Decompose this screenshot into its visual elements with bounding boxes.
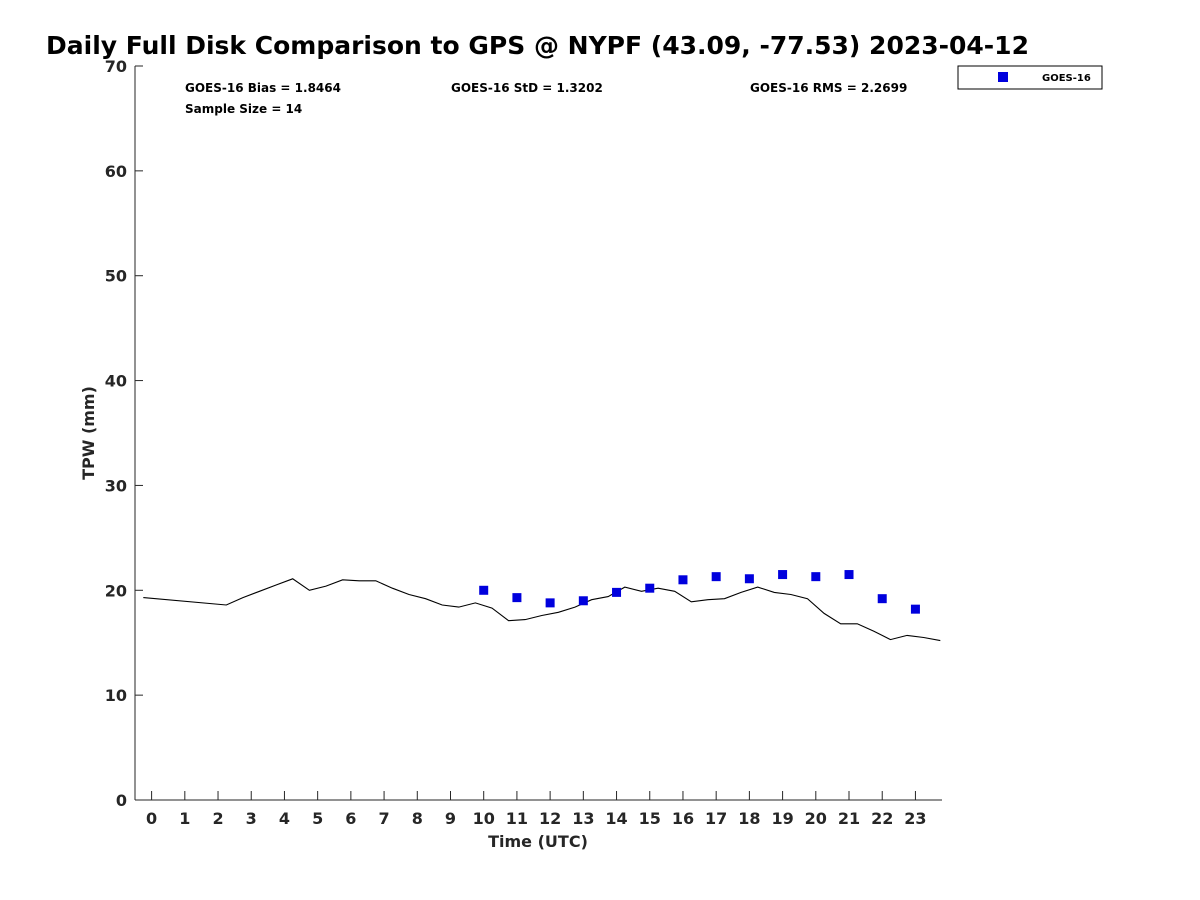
x-tick-label: 10 — [473, 809, 495, 828]
chart-title: Daily Full Disk Comparison to GPS @ NYPF… — [46, 31, 1029, 60]
x-tick-label: 9 — [445, 809, 456, 828]
y-tick-label: 0 — [116, 791, 127, 810]
goes16-point — [512, 593, 522, 603]
legend: GOES-16 — [957, 65, 1103, 90]
goes16-points-layer — [479, 570, 920, 614]
x-tick-label: 20 — [805, 809, 827, 828]
x-tick-label: 13 — [572, 809, 594, 828]
y-tick-label: 70 — [105, 57, 127, 76]
goes16-point — [645, 583, 655, 593]
x-tick-label: 11 — [506, 809, 528, 828]
y-tick-label: 10 — [105, 686, 127, 705]
x-tick-label: 12 — [539, 809, 561, 828]
x-tick-label: 19 — [771, 809, 793, 828]
stat-sample-size: Sample Size = 14 — [185, 102, 302, 116]
x-tick-label: 14 — [605, 809, 627, 828]
x-tick-label: 21 — [838, 809, 860, 828]
goes16-point — [811, 572, 821, 582]
y-tick-label: 30 — [105, 476, 127, 495]
goes16-point — [612, 587, 622, 597]
legend-box — [957, 65, 1103, 90]
x-tick-label: 8 — [412, 809, 423, 828]
x-tick-label: 0 — [146, 809, 157, 828]
goes16-point — [479, 585, 489, 595]
x-tick-label: 2 — [212, 809, 223, 828]
x-tick-label: 4 — [279, 809, 290, 828]
goes16-point — [578, 596, 588, 606]
goes16-point — [744, 574, 754, 584]
goes16-point — [678, 575, 688, 585]
goes16-point — [711, 572, 721, 582]
y-tick-label: 60 — [105, 162, 127, 181]
goes16-point — [778, 570, 788, 580]
gps-series-line — [143, 578, 941, 642]
x-tick-label: 23 — [904, 809, 926, 828]
goes16-point — [545, 598, 555, 608]
goes16-point — [877, 594, 887, 604]
x-tick-label: 3 — [246, 809, 257, 828]
y-tick-label: 40 — [105, 372, 127, 391]
stat-bias: GOES-16 Bias = 1.8464 — [185, 81, 341, 95]
gps-line-layer — [143, 578, 941, 642]
x-tick-label: 16 — [672, 809, 694, 828]
legend-marker-goes16 — [998, 72, 1008, 82]
y-axis-label: TPW (mm) — [79, 386, 98, 480]
x-tick-label: 18 — [738, 809, 760, 828]
x-tick-label: 1 — [179, 809, 190, 828]
x-axis-ticks: 0 1 2 3 4 5 6 7 8 9 10 11 12 13 14 15 16 17 18 19 20 21 22 23 — [146, 791, 927, 828]
x-tick-label: 15 — [639, 809, 661, 828]
x-axis-label: Time (UTC) — [488, 832, 588, 851]
x-tick-label: 22 — [871, 809, 893, 828]
plot-axes — [134, 66, 942, 801]
stat-rms: GOES-16 RMS = 2.2699 — [750, 81, 907, 95]
x-tick-label: 5 — [312, 809, 323, 828]
goes16-point — [844, 570, 854, 580]
y-tick-label: 20 — [105, 581, 127, 600]
legend-label-goes16: GOES-16 — [1042, 73, 1091, 84]
goes16-point — [910, 604, 920, 614]
x-tick-label: 7 — [379, 809, 390, 828]
stat-std: GOES-16 StD = 1.3202 — [451, 81, 603, 95]
x-tick-label: 6 — [345, 809, 356, 828]
y-tick-label: 50 — [105, 267, 127, 286]
y-axis-ticks: 0 10 20 30 40 50 60 70 — [105, 57, 143, 810]
x-tick-label: 17 — [705, 809, 727, 828]
